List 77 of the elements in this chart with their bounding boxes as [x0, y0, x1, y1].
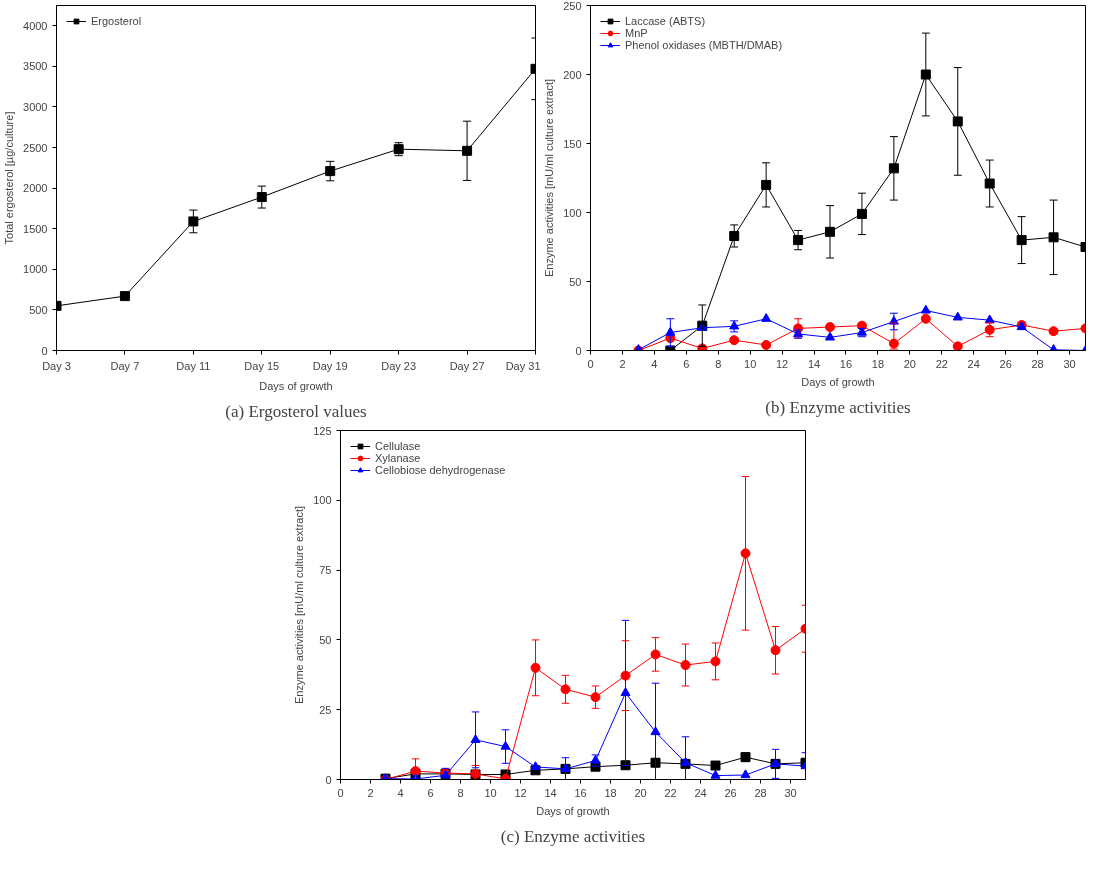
x-tick-label: Day 3: [42, 359, 71, 372]
x-tick-label: Day 31: [505, 359, 541, 372]
x-tick-label: 2: [619, 357, 626, 370]
y-tick-label: 100: [313, 494, 332, 507]
y-tick-label: 200: [563, 68, 582, 81]
y-tick-label: 125: [313, 424, 332, 437]
x-tick-label: Day 11: [176, 359, 211, 372]
y-tick-label: 0: [325, 773, 332, 786]
x-tick-label: 14: [807, 357, 821, 370]
x-tick-label: Day 19: [312, 359, 348, 372]
x-tick-label: 28: [754, 786, 767, 799]
legend-label: MnP: [625, 27, 648, 39]
y-tick-label: 500: [29, 303, 48, 316]
x-tick-label: 30: [1063, 357, 1076, 370]
x-tick-label: 4: [397, 786, 404, 799]
x-tick-label: 24: [967, 357, 980, 370]
y-axis-title: Total ergosterol [µg/culture]: [3, 111, 16, 245]
x-tick-label: 22: [935, 357, 948, 370]
x-tick-label: Day 7: [110, 359, 140, 372]
x-axis-title: Days of growth: [536, 804, 610, 817]
x-tick-label: 8: [457, 786, 464, 799]
x-tick-label: 2: [367, 786, 374, 799]
x-axis-title: Days of growth: [259, 379, 333, 392]
legend-label: Cellobiose dehydrogenase: [375, 464, 506, 476]
legend-label: Laccase (ABTS): [625, 15, 706, 27]
x-tick-label: 20: [634, 786, 647, 799]
x-tick-label: 16: [839, 357, 853, 370]
y-tick-label: 3000: [23, 100, 48, 113]
y-tick-label: 100: [563, 206, 582, 219]
x-tick-label: 4: [651, 357, 658, 370]
y-axis-title: Enzyme activities [mU/ml culture extract]: [293, 505, 306, 705]
x-tick-label: 24: [694, 786, 707, 799]
x-tick-label: 0: [337, 786, 344, 799]
y-tick-label: 250: [563, 0, 582, 12]
legend-label: Xylanase: [375, 452, 421, 464]
y-tick-label: 3500: [23, 60, 48, 73]
x-tick-label: Day 23: [381, 359, 417, 372]
y-tick-label: 75: [319, 564, 332, 577]
y-tick-label: 25: [319, 703, 332, 716]
x-tick-label: 20: [903, 357, 916, 370]
x-axis-title: Days of growth: [801, 375, 875, 388]
x-tick-label: Day 15: [244, 359, 280, 372]
y-tick-label: 1000: [23, 263, 48, 276]
x-tick-label: 10: [484, 786, 497, 799]
x-tick-label: 14: [544, 786, 557, 799]
x-tick-label: 26: [999, 357, 1012, 370]
y-tick-label: 1500: [23, 222, 48, 235]
x-tick-label: 6: [683, 357, 690, 370]
x-tick-label: 0: [587, 357, 594, 370]
legend-label: Phenol oxidases (MBTH/DMAB): [625, 39, 783, 51]
x-tick-label: Day 27: [449, 359, 485, 372]
x-tick-label: 26: [724, 786, 737, 799]
legend-label: Cellulase: [375, 440, 421, 452]
y-tick-label: 50: [319, 633, 332, 646]
x-tick-label: 12: [776, 357, 789, 370]
text: (c) Enzyme activities: [500, 826, 646, 846]
x-tick-label: 18: [871, 357, 885, 370]
x-tick-label: 30: [784, 786, 797, 799]
y-axis-title: Enzyme activities [mU/ml culture extract]: [543, 78, 556, 278]
x-tick-label: 18: [604, 786, 617, 799]
x-tick-label: 10: [744, 357, 757, 370]
y-tick-label: 0: [575, 344, 582, 357]
x-tick-label: 12: [514, 786, 527, 799]
x-tick-label: 28: [1031, 357, 1044, 370]
legend-label: Ergosterol: [91, 15, 142, 27]
x-tick-label: 6: [427, 786, 434, 799]
x-tick-label: 8: [715, 357, 722, 370]
y-tick-label: 2000: [23, 182, 48, 195]
y-tick-label: 4000: [23, 19, 48, 32]
y-tick-label: 0: [41, 344, 48, 357]
x-tick-label: 22: [664, 786, 677, 799]
x-tick-label: 16: [574, 786, 587, 799]
y-tick-label: 150: [563, 137, 582, 150]
y-tick-label: 50: [569, 275, 582, 288]
y-tick-label: 2500: [23, 141, 48, 154]
text: (b) Enzyme activities: [765, 397, 911, 417]
text: (a) Ergosterol values: [225, 401, 367, 421]
